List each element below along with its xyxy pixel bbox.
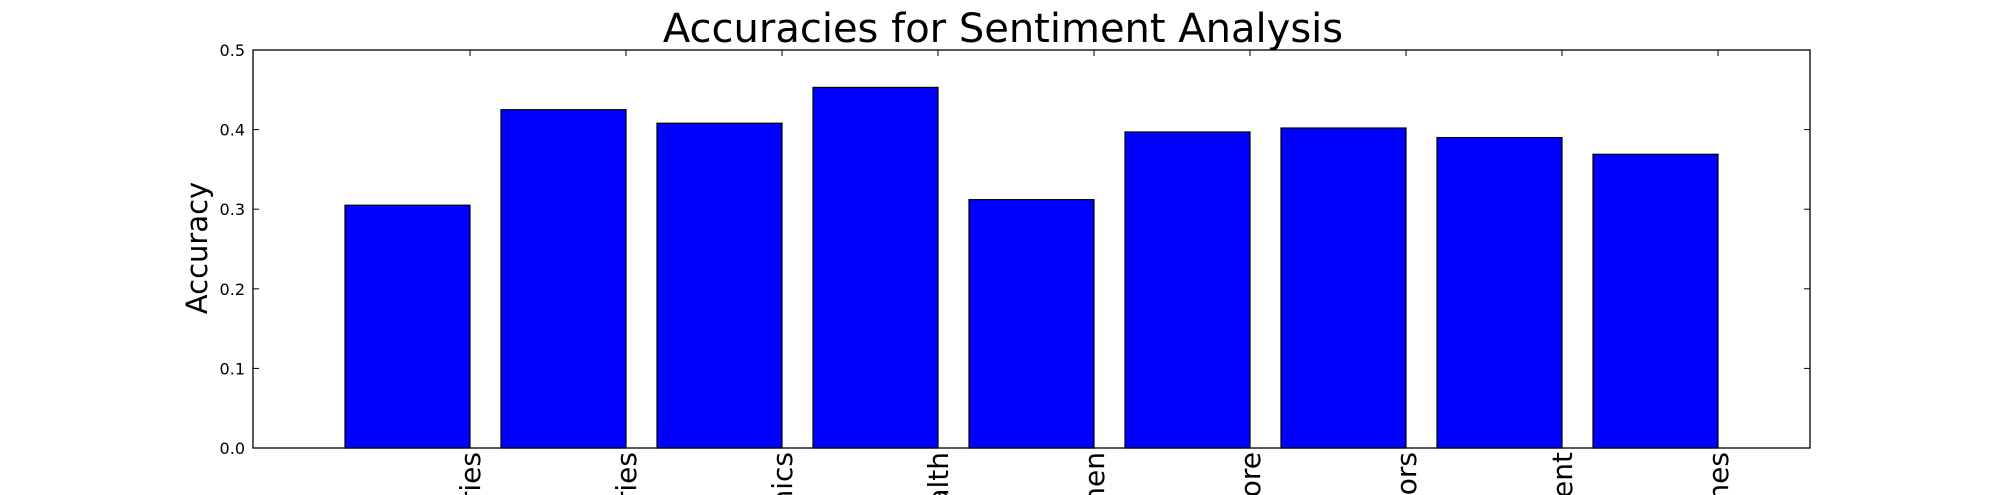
y-tick-label-0: 0.0 <box>220 439 245 458</box>
y-tick-label-1: 0.1 <box>220 359 245 378</box>
category-label-3: alth <box>922 452 955 495</box>
category-label-8: nes <box>1702 452 1735 495</box>
category-label-4: men <box>1078 452 1111 495</box>
category-label-5: ore <box>1234 452 1267 495</box>
bar-2 <box>656 122 783 449</box>
bar-8 <box>1592 153 1719 449</box>
y-tick-label-4: 0.4 <box>220 121 245 140</box>
plot-frame <box>252 49 1811 449</box>
chart-title: Accuracies for Sentiment Analysis <box>663 6 1343 52</box>
bar-4 <box>968 199 1095 449</box>
category-labels-group: ries ries nics alth men ore ors ent nes <box>454 452 1735 495</box>
bar-7 <box>1436 136 1563 449</box>
y-tick-label-3: 0.3 <box>220 200 245 219</box>
category-label-6: ors <box>1390 452 1423 495</box>
bar-0 <box>344 204 471 449</box>
category-label-1: ries <box>610 452 643 495</box>
category-label-7: ent <box>1546 452 1579 495</box>
bar-1 <box>500 109 627 449</box>
bars-group <box>344 86 1719 449</box>
category-label-2: nics <box>766 452 799 495</box>
bar-5 <box>1124 131 1251 449</box>
y-axis-label: Accuracy <box>180 182 214 314</box>
bar-3 <box>812 86 939 449</box>
y-ticks-group: 0.0 0.1 0.2 0.3 0.4 0.5 <box>220 41 1810 458</box>
category-label-0: ries <box>454 452 487 495</box>
y-tick-label-5: 0.5 <box>220 41 245 60</box>
bar-6 <box>1280 127 1407 449</box>
y-tick-label-2: 0.2 <box>220 280 245 299</box>
